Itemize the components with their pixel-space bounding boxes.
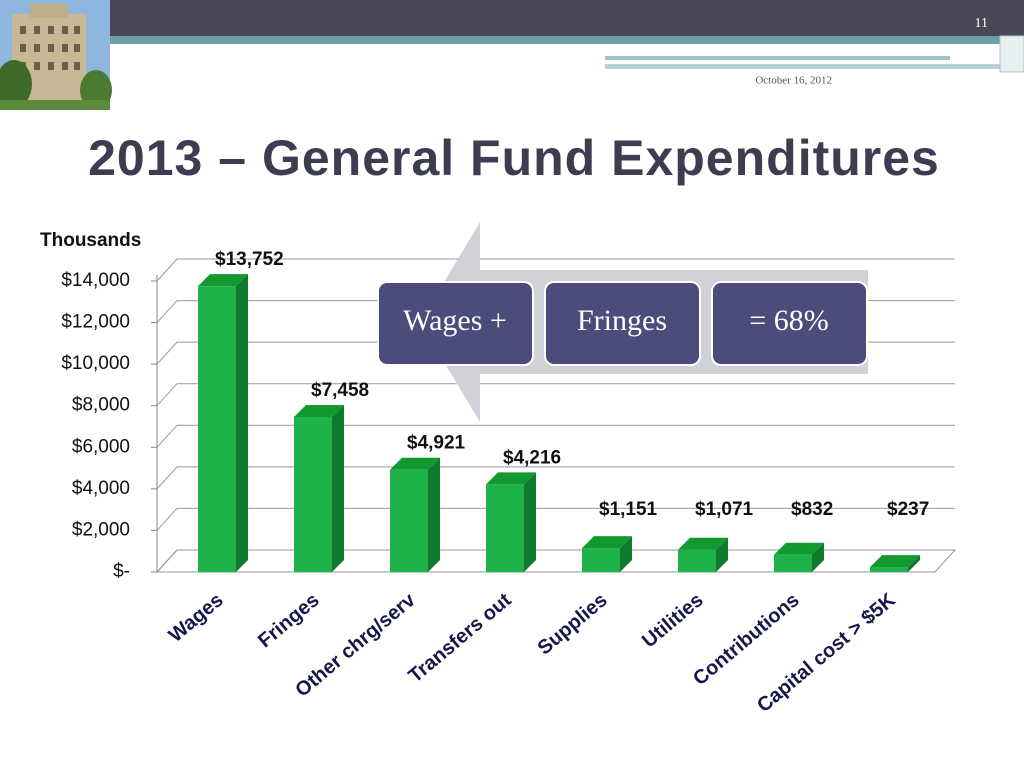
building-photo xyxy=(0,0,112,110)
bar-side xyxy=(236,274,248,572)
page-tab xyxy=(999,35,1024,73)
x-tick-label: Wages xyxy=(165,589,228,647)
y-tick-label: $8,000 xyxy=(72,395,130,416)
bar-side xyxy=(812,542,824,572)
bar xyxy=(486,484,524,572)
header-line xyxy=(605,64,1000,69)
bar xyxy=(198,286,236,572)
x-tick-label: Fringes xyxy=(254,589,323,652)
callout: Wages + Fringes = 68% xyxy=(377,222,868,422)
grid-line xyxy=(156,424,178,448)
grid-line xyxy=(156,258,178,282)
bar-top xyxy=(870,555,920,568)
grid-line xyxy=(156,466,178,490)
y-tick-label: $6,000 xyxy=(72,436,130,457)
chart-title: 2013 – General Fund Expenditures xyxy=(88,130,940,186)
x-tick-label: Transfers out xyxy=(404,589,515,688)
x-tick-label: Utilities xyxy=(638,589,707,652)
floor xyxy=(155,549,957,573)
grid-line xyxy=(156,383,178,407)
y-tick-label: $4,000 xyxy=(72,478,130,499)
y-tick-label: $10,000 xyxy=(61,353,130,374)
bar-side xyxy=(428,457,440,572)
bar-side xyxy=(332,404,344,572)
bar-top xyxy=(678,537,728,550)
value-label: $237 xyxy=(887,499,929,520)
callout-box xyxy=(711,281,868,366)
y-tick-label: $12,000 xyxy=(61,312,130,333)
value-label: $13,752 xyxy=(215,249,284,270)
y-tick-label: $- xyxy=(113,561,130,582)
bar xyxy=(774,554,812,572)
bar xyxy=(294,416,332,572)
callout-text: Wages + xyxy=(403,304,507,337)
header-bar xyxy=(110,0,1024,36)
value-label: $1,151 xyxy=(599,499,658,520)
grid-line xyxy=(156,508,178,531)
header-stripe xyxy=(110,36,1024,44)
y-axis-label: Thousands xyxy=(40,230,141,251)
y-tick-label: $2,000 xyxy=(72,519,130,540)
bar-side xyxy=(620,536,632,572)
value-label: $832 xyxy=(791,499,833,520)
bar-side xyxy=(908,555,920,572)
bar-top xyxy=(390,457,440,470)
bar-top xyxy=(294,404,344,417)
callout-text: Fringes xyxy=(577,304,667,337)
bar xyxy=(870,567,908,572)
slide-number: 11 xyxy=(975,16,988,31)
grid-line xyxy=(156,549,178,573)
callout-text: = 68% xyxy=(749,304,828,337)
grid-line xyxy=(156,341,178,365)
bar xyxy=(582,548,620,572)
bar-top xyxy=(486,472,536,485)
bar-side xyxy=(524,472,536,572)
bar xyxy=(390,469,428,572)
bar-top xyxy=(582,536,632,549)
y-tick-label: $14,000 xyxy=(61,270,130,291)
bar-top xyxy=(198,274,248,287)
value-label: $4,216 xyxy=(503,447,561,468)
grid-line xyxy=(156,300,178,323)
bar-top xyxy=(774,542,824,555)
bar-side xyxy=(716,537,728,572)
x-tick-label: Supplies xyxy=(534,589,612,659)
bar xyxy=(678,549,716,572)
callout-box xyxy=(544,281,701,366)
value-label: $7,458 xyxy=(311,380,369,401)
callout-box xyxy=(377,281,534,366)
value-label: $1,071 xyxy=(695,499,754,520)
value-label: $4,921 xyxy=(407,433,466,454)
slide-date: October 16, 2012 xyxy=(755,75,832,87)
header-line xyxy=(605,56,950,60)
